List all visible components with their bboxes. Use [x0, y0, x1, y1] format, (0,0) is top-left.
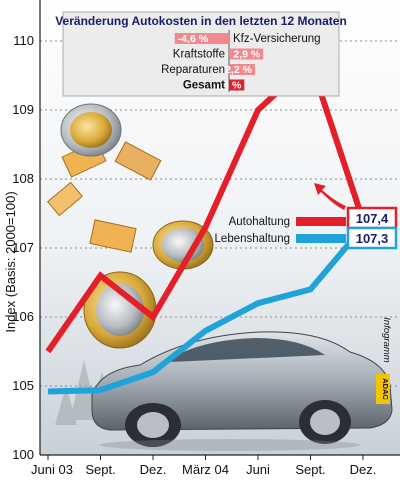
y-tick-labels: 100 105 106 107 108 109 110 — [12, 33, 34, 462]
series-line-lebenshaltung — [47, 225, 366, 395]
inset-panel: Veränderung Autokosten in den letzten 12… — [55, 11, 347, 97]
adac-logo — [376, 374, 390, 404]
legend-swatch-lebenshaltung — [296, 234, 346, 243]
inset-title: Veränderung Autokosten in den letzten 12… — [55, 14, 347, 28]
end-label-lebenshaltung: 107,3 — [346, 226, 398, 250]
legend: Autohaltung Lebenshaltung — [215, 216, 346, 245]
x-tick-label: Sept. — [85, 462, 115, 477]
credit-badge: ADAC — [381, 378, 390, 400]
inset-rows: -4,6 % Kfz-Versicherung 2,9 % Kraftstoffe2,… — [161, 33, 321, 92]
y-tick-label: 100 — [12, 447, 34, 462]
x-tick-labels: Juni 03 Sept. Dez. März 04 Juni Sept. Dez. — [31, 455, 376, 477]
y-tick-label: 106 — [12, 309, 34, 324]
euro-coin-icon — [60, 103, 214, 349]
legend-label-autohaltung: Autohaltung — [229, 216, 290, 228]
inset-row-label: Kraftstoffe — [173, 49, 225, 61]
inset-row-label: Reparaturen — [161, 64, 225, 76]
car-icon — [91, 331, 393, 451]
arrow-icon — [314, 183, 346, 210]
end-label-autohaltung: 107,4 — [346, 206, 398, 230]
end-value-autohaltung: 107,4 — [356, 211, 389, 226]
y-tick-label: 105 — [12, 378, 34, 393]
legend-label-lebenshaltung: Lebenshaltung — [215, 233, 290, 245]
x-tick-label: Dez. — [350, 462, 377, 477]
decorative-illustration — [47, 103, 393, 451]
x-tick-label: März 04 — [182, 462, 229, 477]
inset-bar-value: -4,6 % — [178, 33, 209, 45]
credit: ADAC Infogramm — [376, 317, 392, 404]
y-axis-label: Index (Basis: 2000=100) — [3, 191, 18, 332]
credit-text: Infogramm — [381, 317, 392, 362]
inset-bar-value: 2,2 % — [225, 64, 253, 76]
y-tick-label: 110 — [13, 33, 34, 48]
inset-row-label: Gesamt — [183, 80, 225, 92]
inset-bar — [229, 48, 264, 60]
x-tick-label: Juni 03 — [31, 462, 73, 477]
inset-bar — [229, 79, 245, 91]
y-tick-label: 108 — [12, 171, 34, 186]
inset-bar — [174, 33, 229, 44]
x-tick-label: Sept. — [295, 462, 325, 477]
inset-bar — [229, 64, 255, 75]
x-tick-label: Dez. — [140, 462, 167, 477]
inset-bar-value: 1,3 % — [214, 80, 242, 92]
y-tick-label: 109 — [12, 102, 34, 117]
y-tick-label: 107 — [12, 240, 34, 255]
legend-swatch-autohaltung — [296, 217, 346, 226]
inset-row-label: Kfz-Versicherung — [233, 33, 321, 45]
end-value-lebenshaltung: 107,3 — [356, 231, 389, 246]
inset-bar-value: 2,9 % — [233, 49, 261, 61]
x-tick-label: Juni — [246, 462, 270, 477]
